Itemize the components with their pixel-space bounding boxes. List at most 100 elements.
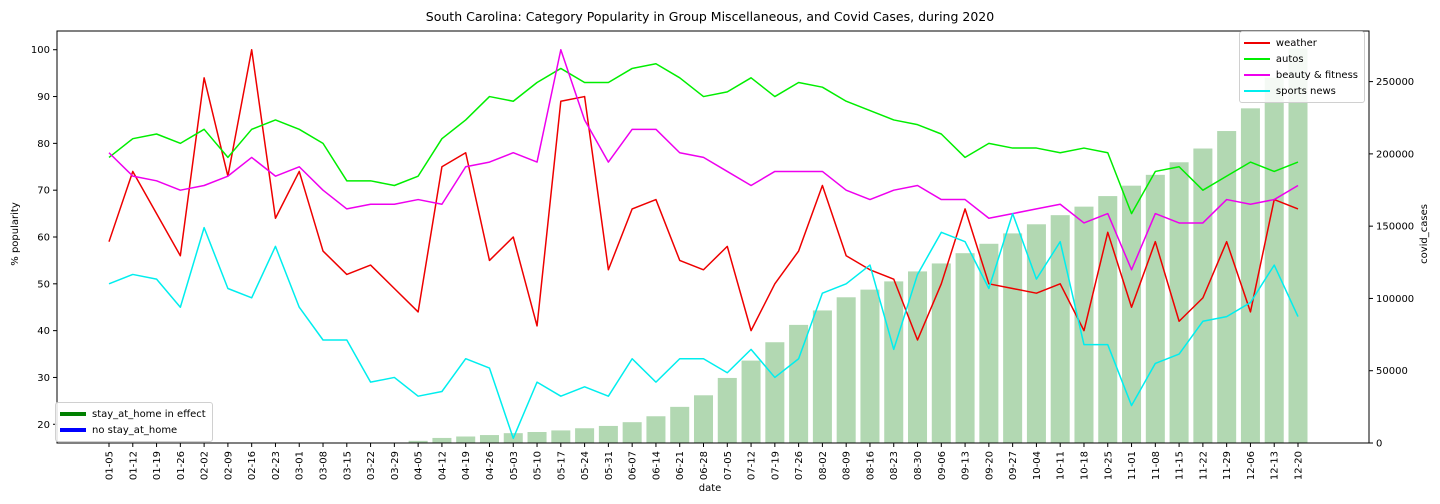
covid-bar [765, 342, 785, 443]
covid-bar [955, 253, 975, 443]
covid-bar [551, 430, 571, 443]
covid-bar [1193, 148, 1213, 443]
covid-bars [384, 48, 1308, 444]
x-tick-label: 01-26 [176, 451, 187, 480]
covid-bar [693, 395, 714, 443]
covid-bar [432, 437, 452, 443]
covid-bar [1240, 108, 1260, 443]
legend-label: stay_at_home in effect [92, 408, 206, 420]
legend-label: sports news [1275, 85, 1336, 97]
x-tick-label: 03-01 [295, 451, 306, 480]
x-tick-label: 02-09 [223, 451, 234, 480]
x-tick-label: 02-16 [247, 451, 258, 480]
y2-axis-label: covid_cases [1419, 204, 1430, 264]
series-line-sports-news [108, 212, 1299, 440]
x-tick-label: 06-28 [699, 451, 710, 480]
popularity-lines [108, 48, 1299, 440]
x-tick-label: 06-07 [628, 451, 639, 480]
y2-tick-label: 250000 [1376, 77, 1414, 88]
y-axis-label: % popularity [10, 202, 21, 266]
x-tick-label: 11-22 [1198, 451, 1209, 480]
covid-bar [527, 432, 547, 443]
covid-bar [908, 271, 928, 443]
covid-bar [1050, 215, 1070, 443]
x-tick-label: 11-29 [1222, 451, 1233, 480]
x-tick-label: 11-15 [1175, 451, 1186, 480]
x-axis-label: date [699, 483, 722, 494]
x-tick-label: 03-29 [390, 451, 401, 480]
legend-swatch [1243, 90, 1270, 92]
legend-label: autos [1275, 53, 1304, 65]
covid-bar [456, 436, 476, 443]
legend-swatch [60, 428, 86, 432]
legend-swatch [1243, 58, 1270, 60]
covid-bar [1264, 77, 1284, 443]
series-line-autos [108, 63, 1299, 215]
x-tick-label: 03-22 [366, 451, 377, 480]
y-tick-label: 20 [37, 420, 50, 431]
covid-bar [1169, 162, 1189, 443]
y2-tick-label: 150000 [1376, 222, 1414, 233]
x-tick-label: 04-05 [414, 451, 425, 480]
covid-bar [1098, 196, 1118, 443]
x-tick-label: 05-10 [533, 451, 544, 480]
x-tick-label: 09-13 [961, 451, 972, 480]
covid-bar [646, 416, 666, 443]
x-tick-label: 10-18 [1079, 451, 1090, 480]
covid-bar [1145, 174, 1165, 443]
legend-item: stay_at_home in effect [60, 406, 206, 422]
series-line-beauty-fitness [108, 48, 1299, 271]
y-tick-label: 50 [37, 279, 50, 290]
x-tick-label: 08-16 [865, 451, 876, 480]
covid-bar [408, 440, 428, 443]
x-tick-label: 05-17 [556, 451, 567, 480]
y2-tick-label: 0 [1376, 439, 1382, 450]
x-tick-label: 08-09 [842, 451, 853, 480]
legend-swatch [1243, 42, 1270, 44]
x-tick-label: 09-27 [1008, 451, 1019, 480]
x-tick-label: 12-06 [1246, 451, 1257, 480]
series-line-weather [108, 48, 1299, 341]
x-tick-label: 09-06 [937, 451, 948, 480]
legend-item: no stay_at_home [60, 422, 206, 438]
legend-swatch [60, 412, 86, 416]
x-tick-label: 05-31 [604, 451, 615, 480]
x-tick-label: 07-26 [794, 451, 805, 480]
covid-bar [479, 435, 499, 443]
x-tick-label: 08-23 [889, 451, 900, 480]
x-tick-label: 04-19 [461, 451, 472, 480]
x-tick-label: 06-14 [651, 451, 662, 480]
x-tick-label: 07-05 [723, 451, 734, 480]
axes: 20 30 40 50 60 70 80 90 100 0 50000 100000 150000 200… [31, 30, 1414, 480]
legend-label: weather [1275, 37, 1317, 49]
legend-label: no stay_at_home [92, 424, 178, 436]
x-tick-label: 04-12 [437, 451, 448, 480]
y-tick-label: 70 [37, 186, 50, 197]
chart-title: South Carolina: Category Popularity in G… [426, 9, 994, 24]
x-tick-label: 11-08 [1151, 451, 1162, 480]
x-tick-label: 02-23 [271, 451, 282, 480]
covid-bar [789, 324, 809, 443]
x-tick-label: 03-15 [342, 451, 353, 480]
covid-bar [741, 360, 761, 443]
covid-bar [622, 422, 642, 443]
x-tick-label: 08-30 [913, 451, 924, 480]
x-tick-label: 04-26 [485, 451, 496, 480]
y-tick-label: 40 [37, 326, 50, 337]
x-tick-label: 03-08 [319, 451, 330, 480]
legend-label: beauty & fitness [1275, 69, 1358, 81]
covid-bar [1122, 185, 1142, 443]
covid-bar [836, 297, 856, 443]
x-tick-label: 12-13 [1270, 451, 1281, 480]
covid-bar [884, 281, 904, 443]
y2-tick-label: 50000 [1376, 366, 1408, 377]
covid-bar [931, 263, 951, 443]
x-tick-label: 01-19 [152, 451, 163, 480]
y2-tick-label: 100000 [1376, 294, 1414, 305]
covid-bar [860, 289, 880, 443]
x-tick-label: 10-11 [1056, 451, 1067, 480]
covid-bar [1003, 233, 1023, 443]
x-tick-label: 05-24 [580, 451, 591, 480]
y-tick-label: 30 [37, 373, 50, 384]
